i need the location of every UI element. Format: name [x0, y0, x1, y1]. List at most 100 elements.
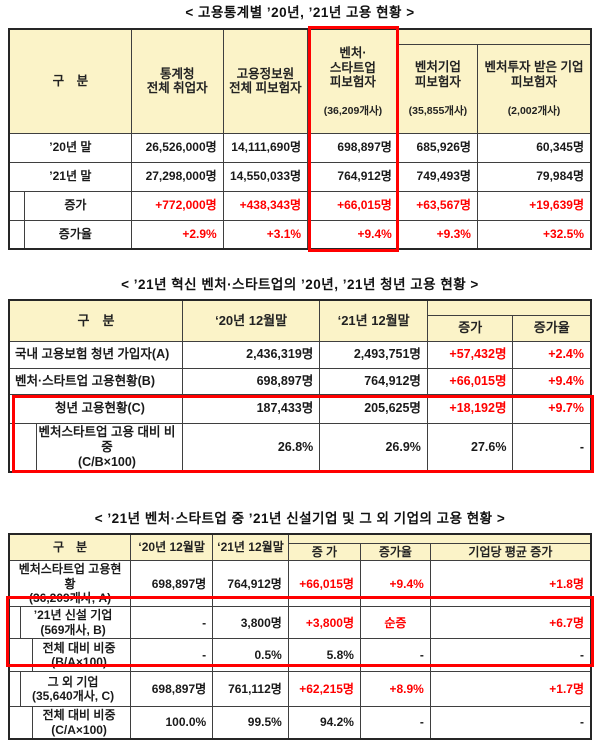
cell: 2,436,319명 — [181, 340, 321, 369]
cell: 698,897명 — [130, 671, 214, 708]
header-category: 구 분 — [8, 533, 132, 562]
cell: 761,112명 — [212, 671, 289, 708]
table3-title: < ’21년 벤처·스타트업 중 ’21년 신설기업 및 그 외 기업의 고용 … — [94, 510, 506, 526]
cell: +9.4% — [359, 560, 431, 608]
cell: 2,493,751명 — [319, 340, 428, 369]
cell: 0.5% — [212, 638, 289, 673]
header-venture-invested-name: 벤처투자 받은 기업 피보험자 — [484, 60, 584, 90]
table-row: 증가 +772,000명 +438,343명 +66,015명 +63,567명… — [8, 190, 592, 221]
cell: 698,897명 — [130, 560, 214, 608]
employment-stats-table: 구 분 통계청 전체 취업자 고용정보원 전체 피보험자 벤처· 스타트업 피보… — [8, 28, 592, 251]
cell: 749,493명 — [397, 161, 478, 192]
cell: +63,567명 — [397, 190, 478, 221]
cell: +1.7명 — [429, 671, 592, 708]
cell: +2.9% — [130, 219, 224, 250]
header-increase: 증 가 — [287, 543, 361, 562]
table-row: 벤처스타트업 고용 대비 비중 (C/B×100) 26.8% 26.9% 27… — [8, 422, 592, 473]
cell: +66,015명 — [426, 367, 514, 395]
cell: 94.2% — [287, 706, 361, 740]
cell: +3,800명 — [287, 606, 361, 640]
cell: 5.8% — [287, 638, 361, 673]
row-label: 증가 — [8, 190, 132, 221]
cell: - — [359, 638, 431, 673]
cell: 698,897명 — [307, 132, 399, 163]
report-page: < 고용통계별 ’20년, ’21년 고용 현황 > 구 분 통계청 전체 취업… — [0, 4, 600, 740]
cell: 99.5% — [212, 706, 289, 740]
row-label: 벤처·스타트업 고용현황(B) — [8, 367, 183, 395]
table-row: ’20년 말 26,526,000명 14,111,690명 698,897명 … — [8, 132, 592, 163]
row-label: ’20년 말 — [8, 132, 132, 163]
header-keis-total: 고용정보원 전체 피보험자 — [222, 28, 309, 134]
header-empty-strip — [426, 299, 592, 316]
row-label: ’21년 신설 기업 (569개사, B) — [8, 606, 132, 640]
header-increase: 증가 — [426, 314, 514, 342]
header-venture-company-note: (35,855개사) — [408, 104, 468, 117]
header-venture-startup-name: 벤처· 스타트업 피보험자 — [329, 45, 376, 90]
cell: +9.4% — [307, 219, 399, 250]
cell: 698,897명 — [181, 367, 321, 395]
header-dec2020: ‘20년 12월말 — [130, 533, 214, 562]
header-venture-company: 벤처기업 피보험자 (35,855개사) — [397, 43, 478, 134]
cell: +9.7% — [512, 393, 592, 424]
table-row: 청년 고용현황(C) 187,433명 205,625명 +18,192명 +9… — [8, 393, 592, 424]
cell: +19,639명 — [476, 190, 592, 221]
table-row: 전체 대비 비중 (B/A×100) - 0.5% 5.8% - - — [8, 638, 592, 673]
cell: 27.6% — [426, 422, 514, 473]
cell: +9.4% — [512, 367, 592, 395]
cell: 14,111,690명 — [222, 132, 309, 163]
header-empty-strip — [287, 533, 592, 545]
header-increase-rate: 증가율 — [359, 543, 431, 562]
cell: 26.9% — [319, 422, 428, 473]
table-row: 벤처스타트업 고용현황 (36,209개사, A) 698,897명 764,9… — [8, 560, 592, 608]
row-label: 전체 대비 비중 (C/A×100) — [8, 706, 132, 740]
cell: +9.3% — [397, 219, 478, 250]
cell: - — [130, 606, 214, 640]
cell: +438,343명 — [222, 190, 309, 221]
cell: 764,912명 — [319, 367, 428, 395]
table1-wrap: 구 분 통계청 전체 취업자 고용정보원 전체 피보험자 벤처· 스타트업 피보… — [8, 26, 592, 253]
header-venture-company-name: 벤처기업 피보험자 — [414, 60, 461, 90]
header-dec2020: ‘20년 12월말 — [181, 299, 321, 342]
header-venture-invested-note: (2,002개사) — [507, 104, 561, 117]
cell: 685,926명 — [397, 132, 478, 163]
cell: +62,215명 — [287, 671, 361, 708]
cell: +2.4% — [512, 340, 592, 369]
header-avg-increase: 기업당 평균 증가 — [429, 543, 592, 562]
row-label: 청년 고용현황(C) — [8, 393, 183, 424]
cell: 79,984명 — [476, 161, 592, 192]
cell: 205,625명 — [319, 393, 428, 424]
cell: +57,432명 — [426, 340, 514, 369]
header-dec2021: ‘21년 12월말 — [212, 533, 289, 562]
cell: 100.0% — [130, 706, 214, 740]
cell: - — [512, 422, 592, 473]
youth-employment-table: 구 분 ‘20년 12월말 ‘21년 12월말 증가 증가율 국내 고용보험 청… — [8, 299, 592, 473]
header-dec2021: ‘21년 12월말 — [319, 299, 428, 342]
header-category: 구 분 — [8, 28, 132, 134]
cell: +66,015명 — [307, 190, 399, 221]
row-label: 그 외 기업 (35,640개사, C) — [8, 671, 132, 708]
cell: - — [130, 638, 214, 673]
cell: +32.5% — [476, 219, 592, 250]
table1-title: < 고용통계별 ’20년, ’21년 고용 현황 > — [185, 5, 415, 20]
table-row: 그 외 기업 (35,640개사, C) 698,897명 761,112명 +… — [8, 671, 592, 708]
header-venture-invested: 벤처투자 받은 기업 피보험자 (2,002개사) — [476, 43, 592, 134]
cell: 764,912명 — [212, 560, 289, 608]
new-company-employment-table: 구 분 ‘20년 12월말 ‘21년 12월말 증 가 증가율 기업당 평균 증… — [8, 532, 592, 740]
header-category: 구 분 — [8, 299, 183, 342]
cell: 27,298,000명 — [130, 161, 224, 192]
cell: - — [359, 706, 431, 740]
table2-wrap: 구 분 ‘20년 12월말 ‘21년 12월말 증가 증가율 국내 고용보험 청… — [8, 299, 594, 474]
table-row: ’21년 신설 기업 (569개사, B) - 3,800명 +3,800명 순… — [8, 606, 592, 640]
row-label: ’21년 말 — [8, 161, 132, 192]
row-label: 전체 대비 비중 (B/A×100) — [8, 638, 132, 673]
header-venture-startup-note: (36,209개사) — [323, 104, 383, 117]
cell: 14,550,033명 — [222, 161, 309, 192]
table2-title: < ’21년 혁신 벤처·스타트업의 ’20년, ’21년 청년 고용 현황 > — [121, 277, 479, 293]
cell: - — [429, 638, 592, 673]
cell: +3.1% — [222, 219, 309, 250]
table-row: ’21년 말 27,298,000명 14,550,033명 764,912명 … — [8, 161, 592, 192]
cell: +66,015명 — [287, 560, 361, 608]
cell: 26,526,000명 — [130, 132, 224, 163]
table-row: 전체 대비 비중 (C/A×100) 100.0% 99.5% 94.2% - … — [8, 706, 592, 740]
cell: +8.9% — [359, 671, 431, 708]
